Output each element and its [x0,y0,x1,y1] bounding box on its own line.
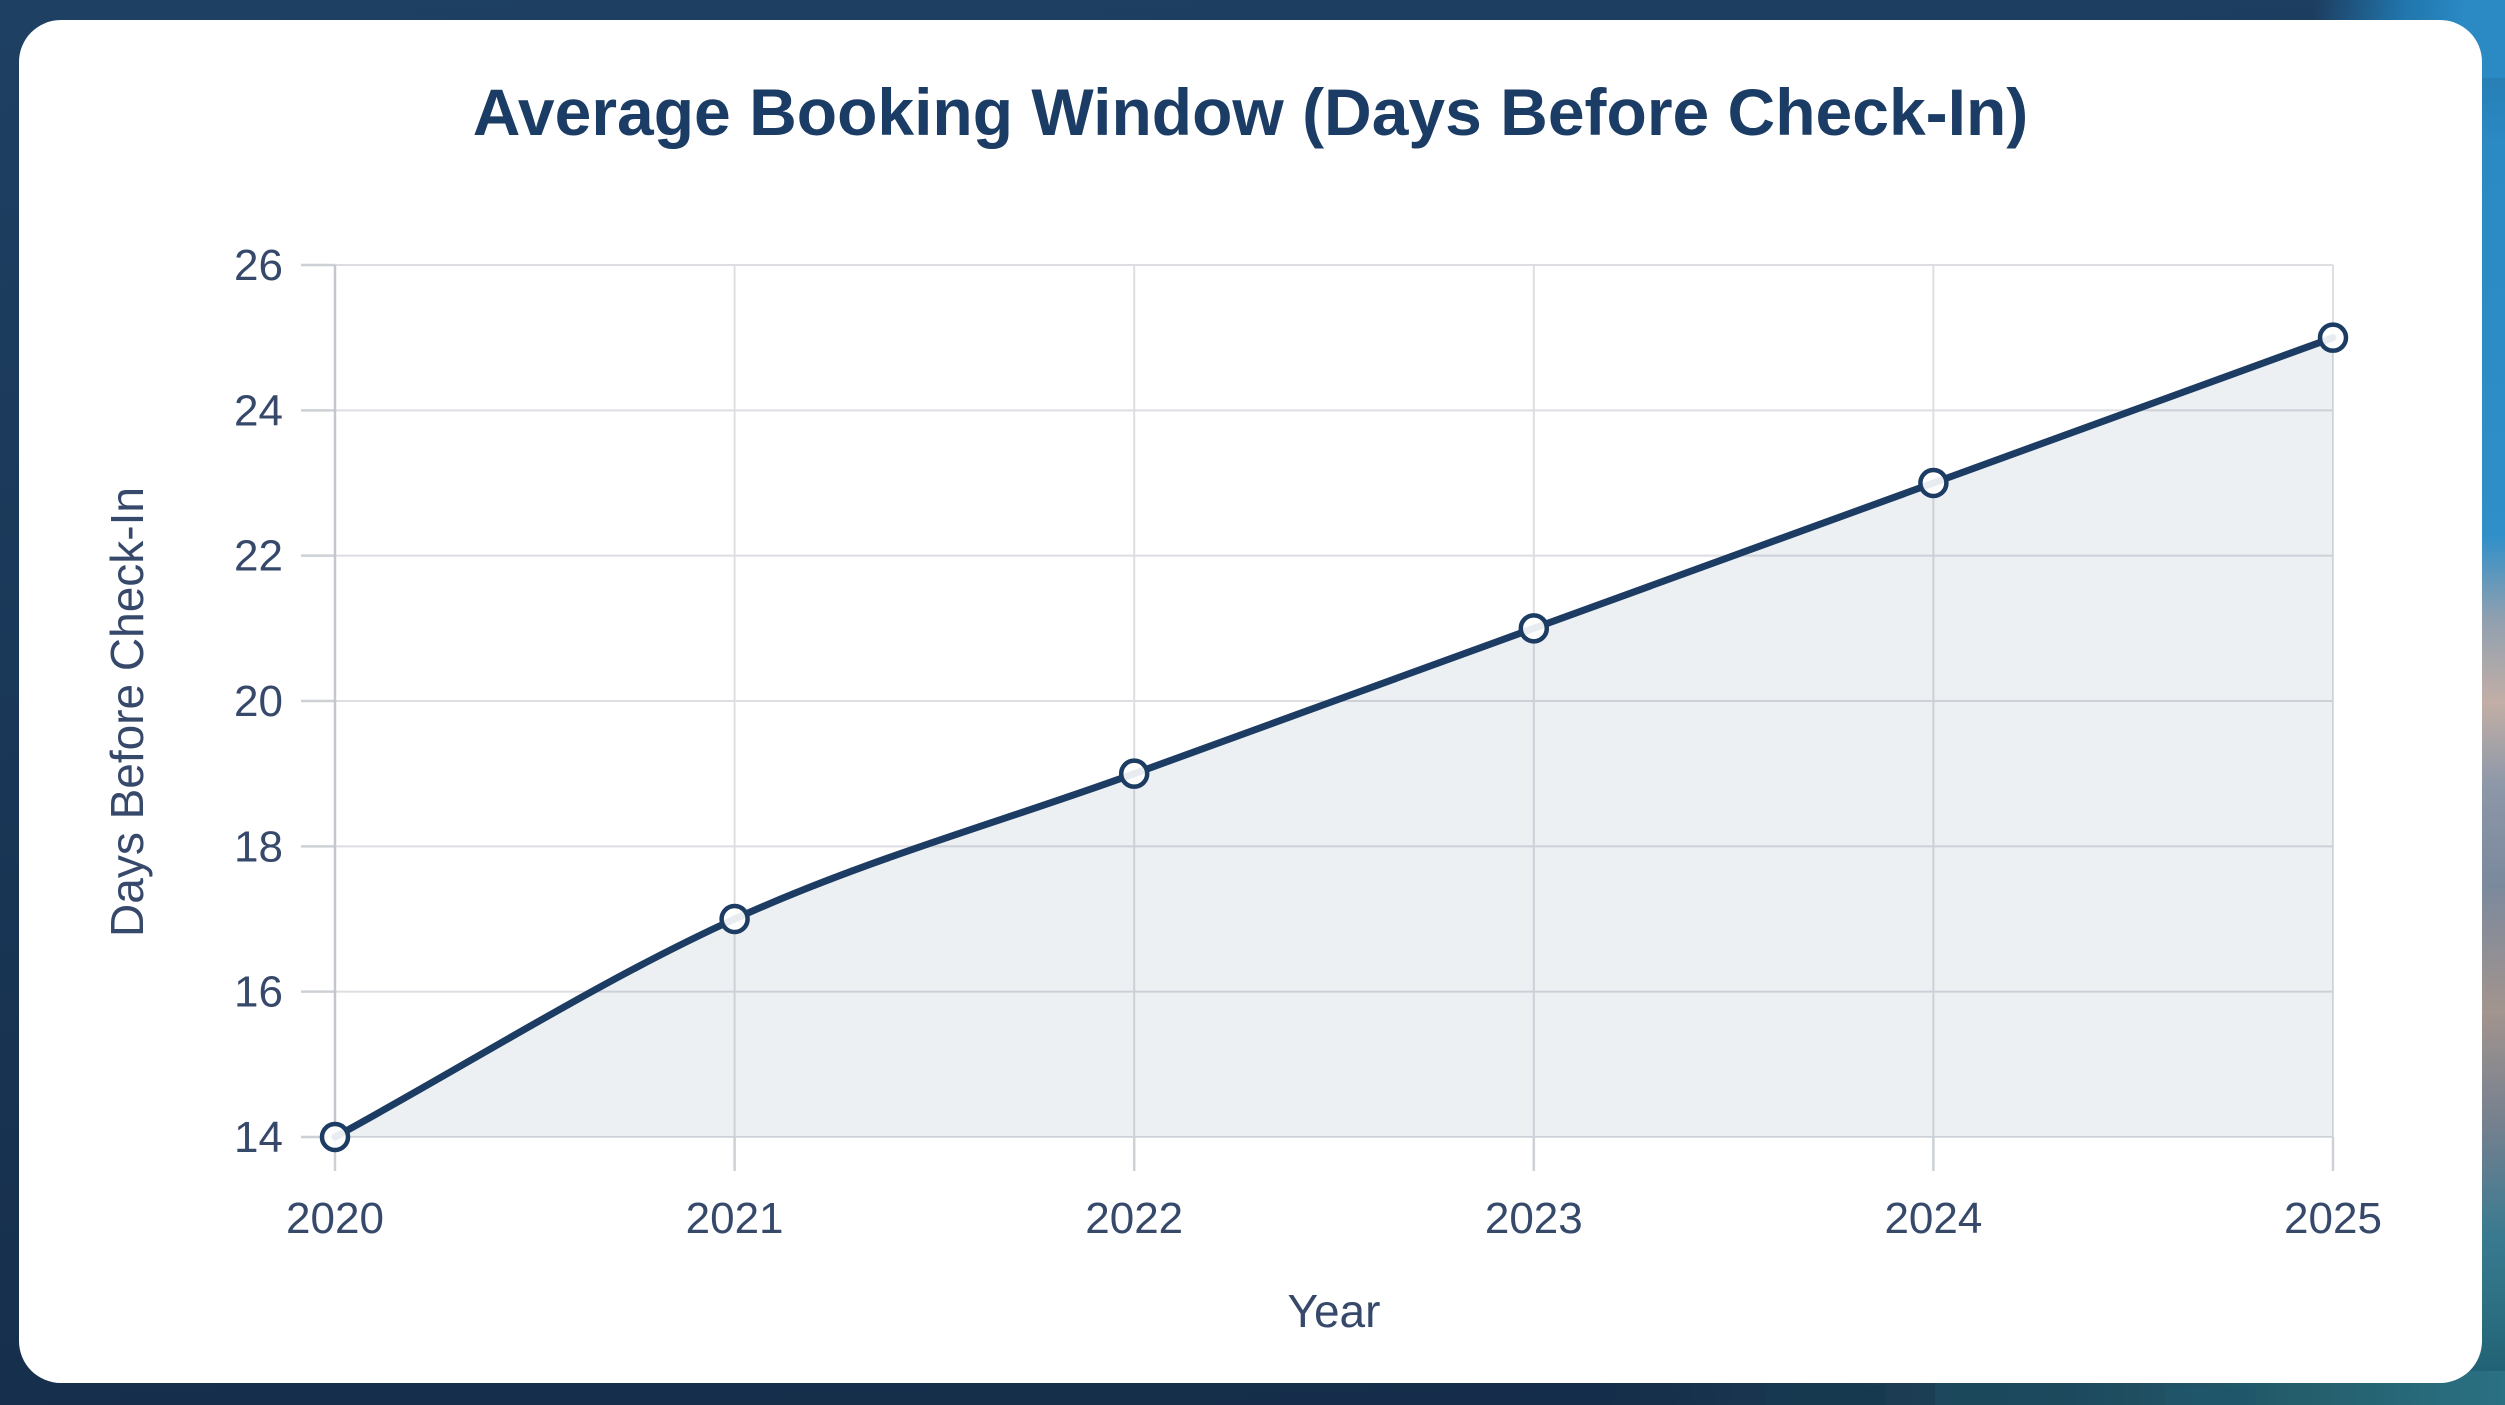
data-point-2022[interactable] [1118,758,1150,789]
x-tick-label: 2020 [286,1194,384,1243]
y-axis-label: Days Before Check-In [101,487,153,937]
x-tick-label: 2023 [1485,1194,1583,1243]
y-tick-label: 18 [234,822,283,871]
y-tick-label: 22 [234,532,283,581]
chart-title: Average Booking Window (Days Before Chec… [472,75,2029,149]
data-point-2021[interactable] [719,903,750,935]
y-tick-label: 26 [234,241,283,290]
x-tick-label: 2025 [2284,1194,2382,1243]
x-axis-label: Year [1288,1285,1381,1337]
x-tick-label: 2024 [1884,1194,1982,1243]
y-tick-label: 24 [234,386,283,435]
background-building-shape [2165,1387,2255,1405]
chart-card: Average Booking Window (Days Before Chec… [19,20,2482,1383]
data-point-2023[interactable] [1518,613,1550,644]
y-tick-label: 16 [234,968,283,1017]
background-building-shape [1765,1385,1885,1405]
data-point-2025[interactable] [2317,322,2349,353]
y-tick-label: 14 [234,1113,283,1162]
area-fill [335,337,2333,1138]
data-point-2020[interactable] [319,1121,351,1153]
trend-line [331,334,2337,1141]
background-building-shape [1935,1381,2085,1405]
x-tick-label: 2021 [686,1194,784,1243]
x-tick-label: 2022 [1085,1194,1183,1243]
y-tick-label: 20 [234,677,283,726]
data-point-2024[interactable] [1918,467,1949,499]
